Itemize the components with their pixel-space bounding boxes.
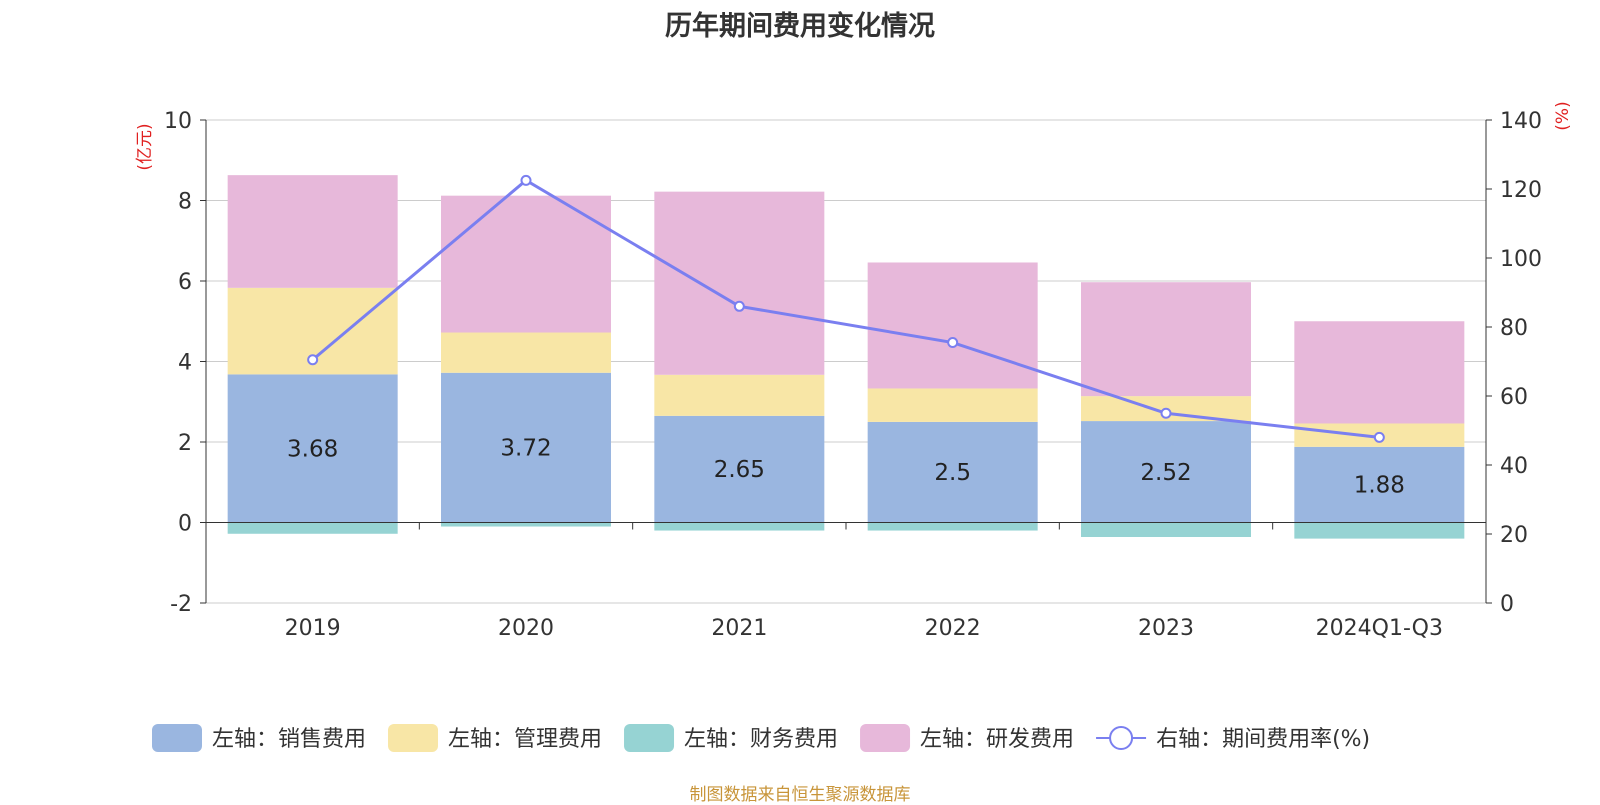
bar-segment-2019 [227, 175, 398, 288]
rate-point [733, 300, 745, 312]
left-tick-label: 0 [178, 512, 192, 537]
left-tick-label: 2 [178, 431, 192, 456]
rate-line-series [307, 174, 1385, 443]
legend: 左轴：销售费用 左轴：管理费用 左轴：财务费用 左轴：研发费用 右轴：期间费用率(%) [152, 724, 1370, 752]
right-tick-label: 80 [1500, 316, 1528, 341]
right-tick-label: 120 [1500, 178, 1542, 203]
bar-segment-2022 [867, 522, 1038, 531]
legend-label: 左轴：研发费用 [920, 727, 1074, 752]
legend-label: 左轴：管理费用 [448, 727, 602, 752]
left-axis-unit: (亿元) [135, 123, 155, 170]
legend-marker [1109, 726, 1134, 750]
x-tick-label: 2019 [285, 616, 341, 641]
bar-segment-2024Q1-Q3 [1294, 446, 1465, 523]
bar-segment-2020 [441, 522, 611, 527]
rate-line [311, 178, 1380, 439]
bar-segment-2022 [867, 388, 1038, 422]
right-tick-label: 100 [1500, 247, 1542, 272]
data-label: 3.68 [287, 436, 338, 462]
right-tick-label: 60 [1500, 385, 1528, 410]
bar-segment-2019 [227, 522, 398, 534]
data-label: 2.5 [934, 460, 971, 486]
legend-label: 右轴：期间费用率(%) [1156, 727, 1370, 752]
bar-segment-2021 [654, 522, 825, 531]
bar-segment-2020 [441, 195, 611, 333]
bar-segment-2022 [867, 262, 1038, 389]
rate-point [520, 174, 532, 186]
rate-point [1160, 407, 1172, 419]
x-tick-label: 2021 [711, 616, 767, 641]
legend-swatch [860, 724, 911, 752]
left-tick-label: -2 [170, 592, 192, 617]
bar-segment-2023 [1081, 421, 1251, 523]
data-label: 3.72 [500, 436, 551, 462]
left-tick-label: 6 [178, 270, 192, 295]
left-tick-label: 8 [178, 190, 192, 215]
right-tick-label: 0 [1500, 592, 1514, 617]
x-tick-label: 2020 [498, 616, 554, 641]
right-tick-label: 20 [1500, 523, 1528, 548]
bar-segment-2020 [441, 332, 611, 373]
right-axis-unit: (%) [1553, 101, 1573, 130]
bar-segment-2020 [441, 372, 611, 523]
left-tick-label: 4 [178, 351, 192, 376]
bar-stacks [227, 175, 1465, 539]
data-labels: 3.68 3.72 2.65 2.5 2.52 1.88 [287, 436, 1405, 499]
bar-segment-2021 [654, 191, 825, 375]
bar-segment-2021 [654, 374, 825, 416]
left-tick-label: 10 [164, 109, 192, 134]
data-label: 1.88 [1354, 473, 1405, 499]
x-tick-label: 2023 [1138, 616, 1194, 641]
bar-segment-2024Q1-Q3 [1294, 321, 1465, 424]
source-note: 制图数据来自恒生聚源数据库 [689, 785, 911, 805]
data-label: 2.52 [1140, 460, 1191, 486]
legend-label: 左轴：销售费用 [212, 727, 366, 752]
bar-segment-2021 [654, 415, 825, 523]
legend-swatch [152, 724, 202, 752]
bar-segment-2019 [227, 374, 398, 523]
x-tick-label: 2024Q1-Q3 [1316, 616, 1443, 641]
legend-label: 左轴：财务费用 [684, 727, 838, 752]
bar-segment-2023 [1081, 282, 1251, 397]
bar-segment-2024Q1-Q3 [1294, 522, 1465, 539]
data-label: 2.65 [714, 457, 765, 483]
rate-point [307, 354, 319, 366]
chart-title: 历年期间费用变化情况 [665, 11, 935, 42]
legend-swatch [388, 724, 439, 752]
bar-segment-2023 [1081, 522, 1251, 537]
right-tick-label: 40 [1500, 454, 1528, 479]
x-tick-label: 2022 [925, 616, 981, 641]
rate-point [1373, 431, 1385, 443]
rate-point [947, 337, 959, 349]
bar-segment-2022 [867, 421, 1038, 523]
gridlines [206, 119, 1486, 604]
legend-swatch [624, 724, 675, 752]
right-tick-label: 140 [1500, 109, 1542, 134]
